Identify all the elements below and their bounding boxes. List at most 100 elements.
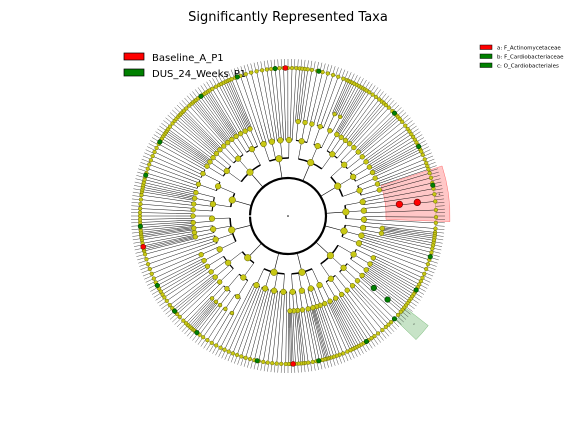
leaf-node [341, 351, 346, 356]
clade-node [210, 226, 217, 233]
clade-node [217, 279, 223, 285]
clade-node [322, 300, 328, 307]
leaf-node [218, 345, 223, 350]
leaf-node [422, 157, 427, 162]
clade-node [317, 123, 323, 130]
clade-node [358, 232, 365, 239]
leaf-node [380, 327, 385, 333]
clade-node [372, 175, 378, 181]
leaf-node [427, 171, 432, 176]
clade-node [374, 181, 381, 187]
leaf-node [433, 199, 438, 204]
enriched-leaf-node [316, 358, 322, 364]
clade-node [354, 278, 361, 284]
leaf-node [270, 361, 275, 366]
clade-node [367, 261, 373, 267]
leaf-node [144, 257, 149, 262]
leaf-node [177, 314, 182, 320]
leaf-node [433, 207, 438, 213]
clade-node [366, 164, 373, 170]
leaf-node [205, 338, 210, 343]
clade-node [349, 283, 356, 289]
clade-node [192, 234, 198, 240]
clade-node [262, 285, 269, 292]
enriched-leaf-node [140, 244, 146, 250]
clade-node [246, 168, 254, 176]
leaf-node [138, 206, 143, 211]
clade-node [191, 225, 197, 231]
taxa-key-label-c: c: O_Cardiobacteriales [497, 64, 559, 70]
cladogram-nodes [137, 65, 439, 367]
legend-swatch-baseline [123, 52, 145, 61]
enriched-leaf-node [254, 358, 260, 364]
leaf-node [325, 71, 330, 76]
clade-node [217, 302, 223, 308]
clade-node [359, 272, 365, 279]
leaf-node [305, 67, 310, 72]
leaf-node [181, 318, 186, 323]
leaf-node [424, 266, 429, 272]
clade-node [271, 287, 278, 294]
clade-node [360, 216, 368, 223]
leaf-node [425, 262, 431, 267]
leaf-node [201, 335, 206, 340]
clade-node [233, 133, 239, 140]
clade-node [359, 198, 366, 206]
taxa-key-legend: a: F_Actinomycetaceae b: F_Cardiobacteri… [479, 44, 564, 70]
leaf-node [214, 343, 219, 348]
clade-node [200, 170, 206, 177]
clade-node [221, 143, 227, 149]
enriched-clade-node [370, 284, 377, 292]
clade-node [260, 140, 267, 148]
leaf-node [147, 266, 152, 272]
leaf-node [164, 298, 169, 303]
leaf-node [383, 103, 389, 108]
taxa-key-label-a: a: F_Actinomycetaceae [497, 46, 561, 52]
enriched-leaf-node [137, 223, 143, 229]
clade-node [342, 137, 349, 144]
clade-node [329, 151, 336, 158]
enriched-leaf-node [427, 254, 433, 260]
clade-node [309, 121, 315, 127]
leaf-node [150, 153, 155, 159]
clade-node [363, 159, 369, 165]
leaf-node [383, 324, 388, 330]
leaf-node [367, 90, 372, 95]
enriched-leaf-node [154, 282, 160, 289]
clade-node [327, 128, 333, 134]
enriched-clade-node [395, 200, 403, 208]
clade-node [208, 215, 216, 222]
leaf-node [310, 359, 315, 365]
leaf-node [309, 67, 314, 73]
leaf-node [145, 262, 151, 267]
clade-node [237, 131, 244, 137]
clade-node [216, 246, 223, 253]
leaf-node [330, 72, 336, 78]
clade-node [332, 111, 337, 117]
clade-node [225, 139, 231, 146]
clade-node [298, 138, 305, 145]
clade-node [333, 295, 339, 301]
clade-node [359, 224, 367, 231]
clade-node [190, 219, 196, 226]
leaf-node [283, 361, 288, 367]
clade-node [280, 288, 287, 295]
enriched-leaf-node [413, 287, 419, 293]
clade-node [229, 310, 235, 316]
clade-node [363, 267, 369, 273]
leaf-node [184, 106, 189, 111]
enriched-leaf-node [316, 68, 322, 74]
leaf-node [137, 213, 143, 219]
clade-node [337, 114, 343, 120]
clade-node [223, 167, 230, 175]
clade-node [350, 251, 357, 258]
enriched-leaf-node [198, 93, 204, 99]
group-legend: Baseline_A_P1 DUS_24_Weeks_P1 [123, 52, 246, 80]
legend-swatch-dus24 [123, 68, 145, 77]
taxa-key-label-b: b: F_Cardiobacteriaceae [497, 55, 564, 61]
clade-node [302, 119, 308, 126]
leaf-node [336, 74, 341, 79]
enriched-leaf-node [282, 65, 289, 71]
clade-node [298, 268, 306, 276]
clade-node [287, 308, 293, 314]
